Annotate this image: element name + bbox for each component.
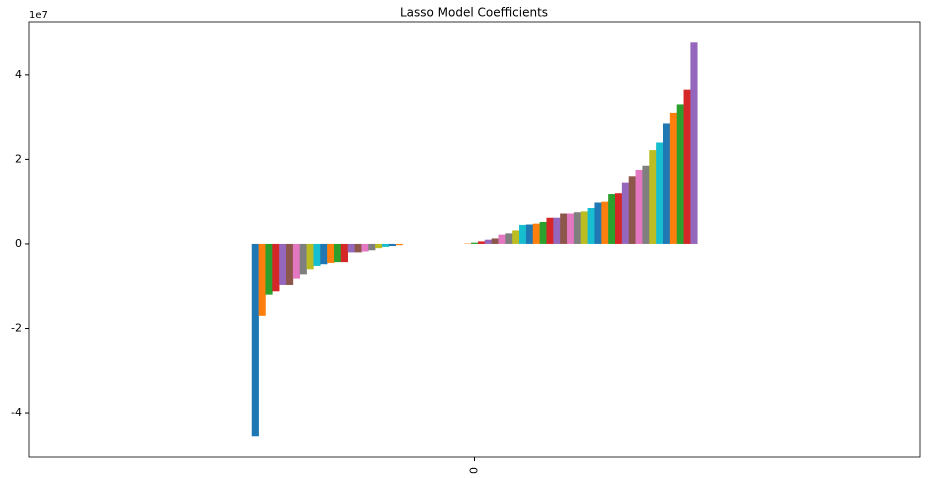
bar	[306, 243, 314, 270]
bar	[327, 243, 335, 263]
bar	[525, 224, 534, 244]
bar	[539, 221, 547, 244]
y-tick-label: -2	[11, 321, 22, 334]
bar	[484, 239, 492, 244]
offset-label: 1e7	[29, 10, 48, 21]
bar	[601, 201, 609, 244]
y-tick-label: 2	[15, 152, 22, 165]
bar	[546, 217, 554, 244]
chart-title: Lasso Model Coefficients	[400, 6, 548, 20]
bar	[615, 193, 623, 244]
bar	[292, 243, 301, 279]
bar	[553, 217, 561, 244]
y-tick-label: -4	[11, 406, 22, 419]
bar	[471, 242, 479, 244]
bar	[361, 243, 369, 252]
bar	[594, 202, 602, 244]
bar	[567, 213, 575, 244]
bar	[340, 243, 349, 263]
bar	[265, 243, 273, 295]
bar	[375, 243, 383, 249]
bar	[395, 243, 403, 246]
bar	[498, 234, 506, 244]
bar	[580, 211, 588, 244]
bar	[272, 243, 280, 292]
bar	[313, 243, 321, 266]
bar	[299, 243, 307, 275]
bar	[649, 150, 657, 244]
bar	[251, 243, 259, 437]
bar	[690, 42, 698, 244]
bar	[608, 194, 616, 244]
bar	[320, 243, 328, 265]
bar	[532, 223, 540, 244]
bar	[354, 243, 362, 253]
x-tick-label: 0	[468, 467, 481, 474]
bar	[642, 165, 650, 244]
bar	[388, 243, 396, 247]
bar	[560, 213, 568, 244]
bar	[669, 112, 677, 244]
bar	[656, 142, 664, 244]
bar	[635, 169, 643, 244]
bar	[512, 230, 520, 244]
bar	[519, 224, 527, 244]
bar	[381, 243, 390, 247]
bar	[628, 176, 636, 244]
bar	[279, 243, 287, 285]
y-tick-label: 4	[15, 68, 22, 81]
bar	[477, 241, 486, 244]
bar	[258, 243, 266, 316]
bar	[333, 243, 342, 263]
bar	[676, 104, 684, 244]
bar	[347, 243, 355, 253]
y-tick-label: 0	[15, 237, 22, 250]
plot-frame	[28, 21, 921, 458]
bar	[573, 212, 582, 244]
bar	[621, 182, 630, 244]
bar	[286, 243, 294, 285]
bar	[587, 208, 595, 244]
bar	[683, 89, 691, 244]
bar	[491, 238, 499, 244]
bar	[505, 233, 513, 244]
bar	[368, 243, 376, 251]
bar	[662, 123, 671, 244]
